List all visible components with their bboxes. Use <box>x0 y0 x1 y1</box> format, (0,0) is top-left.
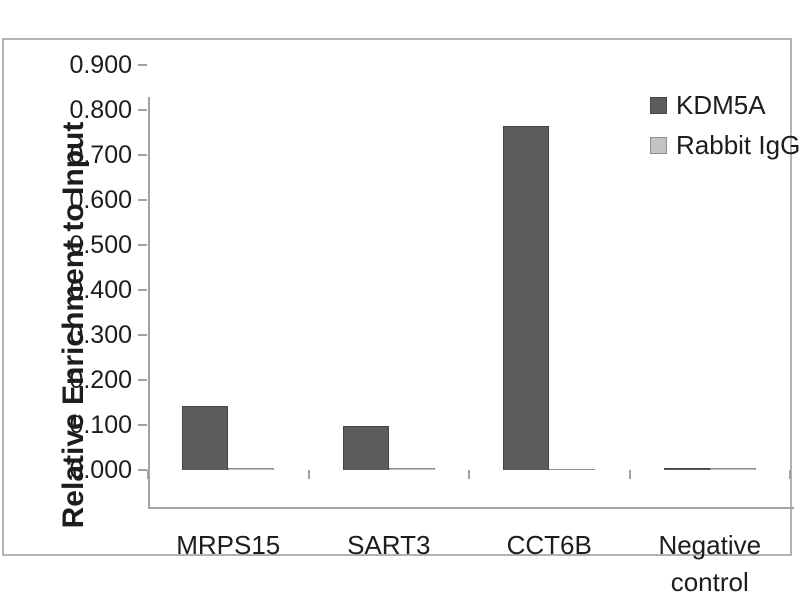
bar-rabbit-igg-mrps15 <box>228 468 275 470</box>
bar-kdm5a-cct6b <box>503 126 550 470</box>
legend-swatch-rabbit-igg <box>650 136 667 154</box>
y-tick-label: 0.600 <box>69 186 132 214</box>
bar-kdm5a-mrps15 <box>182 406 229 470</box>
y-tick-mark <box>138 109 147 111</box>
legend-label-kdm5a: KDM5A <box>676 89 766 120</box>
x-tick-mark <box>789 470 791 479</box>
y-tick-label: 0.200 <box>69 366 132 394</box>
bar-rabbit-igg-cct6b <box>549 469 596 470</box>
bar-kdm5a-negative-control <box>663 468 710 470</box>
x-tick-mark <box>468 470 470 479</box>
y-tick-mark <box>138 199 147 201</box>
bar-kdm5a-sart3 <box>342 426 389 470</box>
y-tick-label: 0.500 <box>69 231 132 259</box>
chart-frame: Relative Enrichment to Input 0.000 0.100 0… <box>2 38 800 597</box>
legend: KDM5A Rabbit IgG <box>650 86 800 166</box>
y-tick-mark <box>138 379 147 381</box>
y-tick-mark <box>138 424 147 426</box>
y-axis-line <box>148 97 150 509</box>
x-tick-mark <box>307 470 310 479</box>
bar-rabbit-igg-sart3 <box>388 468 435 470</box>
y-tick-mark <box>138 334 147 336</box>
y-tick-mark <box>138 289 147 291</box>
y-tick-label: 0.700 <box>69 141 132 169</box>
x-tick-label-cct6b: CCT6B <box>506 530 592 560</box>
legend-item-rabbit-igg: Rabbit IgG <box>650 126 800 164</box>
y-tick-mark <box>138 64 147 66</box>
y-tick-label: 0.100 <box>69 411 132 439</box>
x-tick-label-negative-control: Negative control <box>658 530 762 597</box>
x-axis-line <box>148 507 794 509</box>
y-tick-mark <box>138 469 147 471</box>
y-tick-mark <box>138 154 147 156</box>
y-tick-label: 0.300 <box>69 321 132 349</box>
legend-label-rabbit-igg: Rabbit IgG <box>676 129 800 160</box>
x-tick-mark <box>628 470 631 479</box>
x-tick-label-sart3: SART3 <box>347 530 431 560</box>
y-tick-mark <box>138 244 147 246</box>
y-tick-label: 0.000 <box>69 456 132 484</box>
legend-item-kdm5a: KDM5A <box>650 86 800 124</box>
y-tick-label: 0.400 <box>69 276 132 304</box>
legend-swatch-kdm5a <box>650 96 667 114</box>
x-tick-label-mrps15: MRPS15 <box>176 530 281 560</box>
x-tick-mark <box>147 470 149 479</box>
bar-rabbit-igg-negative-control <box>709 468 756 470</box>
y-tick-label: 0.900 <box>69 51 132 79</box>
y-tick-label: 0.800 <box>69 96 132 124</box>
